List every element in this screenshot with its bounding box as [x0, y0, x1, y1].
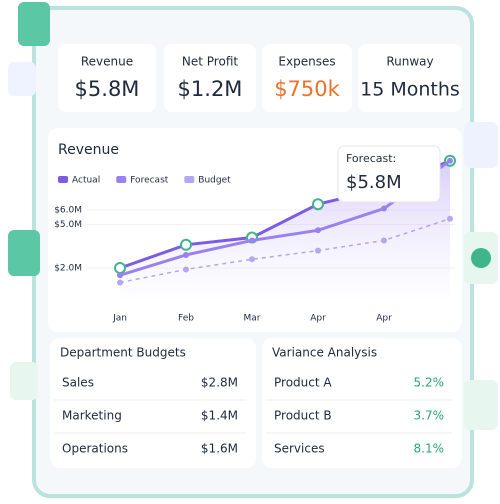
budget-card — [50, 338, 256, 468]
x-tick-label: Feb — [178, 314, 194, 324]
row-value: 8.1% — [414, 442, 445, 456]
kpi-value: 15 Months — [360, 79, 460, 101]
kpi-card — [358, 44, 462, 112]
legend-label: Actual — [72, 176, 100, 186]
tooltip-label: Forecast: — [346, 152, 396, 165]
chart-title: Revenue — [58, 142, 119, 158]
y-tick-label: $6.0M — [54, 206, 82, 216]
table-title: Department Budgets — [60, 346, 186, 360]
row-value: 3.7% — [414, 409, 445, 423]
table-title: Variance Analysis — [272, 346, 377, 360]
point — [315, 247, 321, 254]
x-tick-label: Mar — [244, 314, 261, 324]
point — [249, 237, 255, 244]
row-label: Sales — [62, 376, 94, 390]
kpi-value: $5.8M — [75, 77, 140, 101]
legend-swatch — [58, 176, 68, 183]
icon[interactable] — [8, 62, 36, 96]
kpi-label: Runway — [386, 55, 433, 69]
kpi-card — [164, 44, 256, 112]
row-label: Marketing — [62, 409, 122, 423]
kpi-value: $750k — [274, 77, 340, 101]
point — [180, 238, 192, 251]
kpi-card — [262, 44, 352, 112]
x-tick-label: Jan — [112, 314, 127, 324]
legend-swatch — [116, 176, 127, 183]
kpi-label: Net Profit — [182, 55, 238, 69]
row-label: Services — [274, 442, 325, 456]
kpi-label: Revenue — [81, 55, 133, 69]
point — [117, 272, 123, 279]
point — [183, 266, 189, 273]
point — [315, 227, 321, 234]
point — [447, 215, 453, 222]
y-tick-label: $2.0M — [54, 264, 82, 274]
kpi-value: $1.2M — [178, 77, 243, 101]
icon[interactable] — [471, 248, 491, 268]
row-value: 5.2% — [414, 376, 445, 390]
point — [117, 279, 123, 286]
legend-swatch — [184, 176, 195, 183]
row-label: Operations — [62, 442, 128, 456]
icon[interactable] — [18, 2, 50, 46]
legend-label: Budget — [198, 176, 231, 186]
row-value: $2.8M — [201, 376, 238, 390]
row-value: $1.6M — [201, 442, 238, 456]
x-tick-label: Apr — [310, 314, 326, 324]
row-value: $1.4M — [201, 409, 238, 423]
icon[interactable] — [464, 380, 498, 430]
side-icons — [8, 2, 498, 430]
point — [183, 251, 189, 258]
point — [114, 262, 126, 274]
icon[interactable] — [464, 122, 498, 168]
tooltip-value: $5.8M — [346, 172, 402, 193]
point — [249, 256, 255, 263]
x-tick-label: Apr — [376, 314, 392, 324]
series-line — [119, 217, 451, 284]
kpi-card — [58, 44, 156, 112]
kpi-label: Expenses — [278, 55, 335, 69]
point — [447, 157, 453, 164]
variance-card — [262, 338, 462, 468]
point — [312, 198, 324, 211]
legend-label: Forecast — [130, 176, 169, 186]
icon[interactable] — [10, 362, 38, 400]
tooltip — [337, 145, 441, 203]
point — [381, 237, 387, 244]
y-tick-label: $5.0M — [54, 220, 82, 230]
icon[interactable] — [8, 230, 40, 276]
row-label: Product A — [274, 376, 332, 390]
row-label: Product B — [274, 409, 332, 423]
point — [381, 205, 387, 212]
